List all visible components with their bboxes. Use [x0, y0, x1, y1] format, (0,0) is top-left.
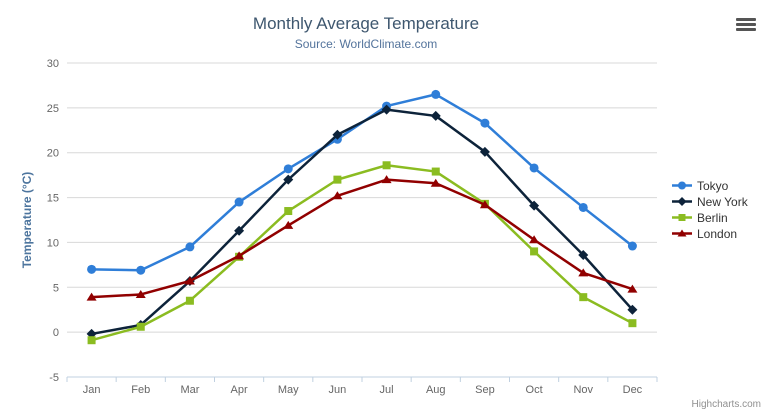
legend-label: London	[697, 226, 738, 241]
yaxis-tick-label: 25	[47, 103, 59, 115]
xaxis-tick-label: Mar	[180, 384, 199, 396]
credits-link[interactable]: Highcharts.com	[691, 399, 761, 410]
data-point-marker[interactable]	[382, 161, 391, 170]
legend-label: Berlin	[697, 210, 728, 225]
data-point-marker[interactable]	[283, 164, 293, 174]
hamburger-icon	[736, 23, 756, 26]
legend-label: New York	[697, 194, 748, 209]
data-point-marker[interactable]	[136, 265, 146, 275]
xaxis-tick-label: Oct	[526, 384, 543, 396]
data-point-marker	[677, 229, 687, 237]
yaxis-tick-label: 5	[53, 282, 59, 294]
series-line[interactable]	[90, 93, 634, 272]
legend-item-london[interactable]: London	[672, 226, 748, 241]
legend-item-new-york[interactable]: New York	[672, 194, 748, 209]
data-point-marker[interactable]	[185, 242, 195, 252]
data-point-marker[interactable]	[529, 163, 539, 173]
data-point-marker[interactable]	[578, 249, 589, 260]
yaxis-tick-label: 30	[47, 58, 59, 70]
data-point-marker[interactable]	[578, 268, 589, 277]
xaxis-tick-label: Dec	[623, 384, 643, 396]
legend-item-tokyo[interactable]: Tokyo	[672, 178, 748, 193]
series-line[interactable]	[90, 164, 634, 342]
data-point-marker[interactable]	[627, 304, 638, 315]
series-line[interactable]	[90, 178, 634, 299]
data-point-marker[interactable]	[333, 175, 342, 184]
data-point-marker[interactable]	[530, 247, 539, 256]
chart-title: Monthly Average Temperature	[252, 14, 480, 33]
data-point-marker[interactable]	[529, 235, 540, 244]
data-point-marker[interactable]	[87, 264, 97, 274]
data-point-marker[interactable]	[234, 251, 245, 260]
data-point-marker[interactable]	[283, 220, 294, 229]
data-point-marker[interactable]	[332, 191, 343, 200]
series-new-york[interactable]	[86, 104, 638, 339]
data-point-marker[interactable]	[430, 178, 441, 187]
data-point-marker[interactable]	[332, 129, 343, 140]
xaxis-tick-label: Aug	[426, 384, 446, 396]
legend-label: Tokyo	[697, 178, 729, 193]
data-point-marker[interactable]	[185, 296, 194, 305]
yaxis-tick-label: -5	[49, 372, 59, 384]
yaxis-tick-label: 20	[47, 148, 59, 160]
xaxis-tick-label: Sep	[475, 384, 495, 396]
data-point-marker[interactable]	[86, 292, 97, 301]
data-point-marker[interactable]	[430, 110, 441, 121]
xaxis-tick-label: Apr	[231, 384, 248, 396]
data-point-marker[interactable]	[283, 174, 294, 185]
yaxis-tick-label: 0	[53, 327, 59, 339]
legend-item-berlin[interactable]: Berlin	[672, 210, 748, 225]
data-point-marker[interactable]	[627, 284, 638, 293]
data-point-marker[interactable]	[480, 118, 490, 128]
export-menu-button[interactable]	[734, 16, 758, 36]
yaxis-tick-label: 15	[47, 193, 59, 205]
data-point-marker[interactable]	[529, 200, 540, 211]
hamburger-icon	[736, 18, 756, 21]
triangle-marker-icon	[672, 229, 692, 237]
xaxis-tick-label: Jul	[380, 384, 394, 396]
data-point-marker[interactable]	[234, 225, 245, 236]
series-london[interactable]	[86, 175, 638, 301]
diamond-marker-icon	[672, 197, 692, 206]
xaxis-tick-label: Feb	[131, 384, 150, 396]
legend: Tokyo New York Berlin London	[672, 178, 748, 241]
data-point-marker[interactable]	[431, 167, 440, 176]
circle-marker-icon	[672, 181, 692, 190]
data-point-marker	[678, 214, 686, 221]
data-point-marker[interactable]	[136, 322, 145, 331]
data-point-marker[interactable]	[431, 89, 441, 99]
data-point-marker[interactable]	[284, 207, 293, 216]
yaxis-title: Temperature (°C)	[20, 171, 34, 269]
data-point-marker[interactable]	[135, 289, 146, 298]
series-tokyo[interactable]	[87, 89, 637, 275]
data-point-marker	[677, 197, 687, 206]
xaxis-tick-label: Jan	[83, 384, 101, 396]
data-point-marker[interactable]	[381, 175, 392, 184]
data-point-marker[interactable]	[184, 276, 195, 285]
hamburger-icon	[736, 28, 756, 31]
square-marker-icon	[672, 214, 692, 221]
data-point-marker[interactable]	[87, 336, 96, 345]
data-point-marker[interactable]	[628, 319, 637, 328]
xaxis-tick-label: Jun	[329, 384, 347, 396]
data-point-marker[interactable]	[234, 197, 244, 207]
data-point-marker[interactable]	[479, 200, 490, 209]
chart-subtitle: Source: WorldClimate.com	[294, 37, 438, 51]
data-point-marker[interactable]	[479, 146, 490, 157]
xaxis-tick-label: Nov	[573, 384, 593, 396]
data-point-marker[interactable]	[578, 202, 588, 212]
xaxis-tick-label: May	[278, 384, 299, 396]
series-line[interactable]	[90, 108, 634, 336]
yaxis-tick-label: 10	[47, 237, 59, 249]
data-point-marker[interactable]	[381, 104, 392, 115]
data-point-marker[interactable]	[627, 241, 637, 251]
data-point-marker	[678, 181, 686, 190]
data-point-marker[interactable]	[579, 293, 588, 302]
